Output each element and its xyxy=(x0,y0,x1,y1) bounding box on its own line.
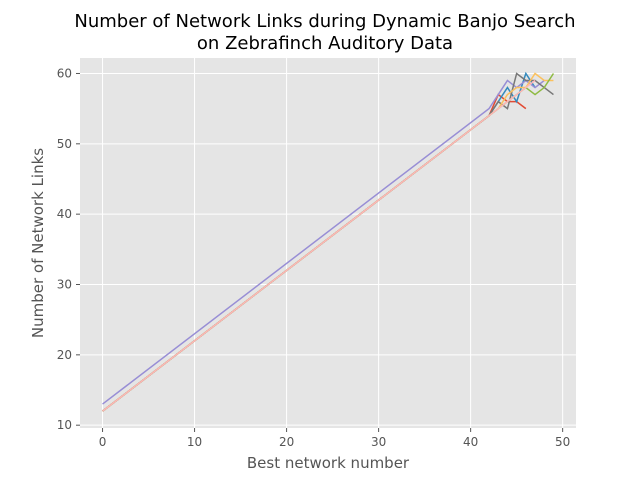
plot-area xyxy=(80,58,576,428)
chart-title-line-1: Number of Network Links during Dynamic B… xyxy=(74,11,575,32)
y-tick-label: 20 xyxy=(57,348,72,362)
y-axis-label: Number of Network Links xyxy=(29,148,47,338)
x-tick-label: 40 xyxy=(463,435,478,449)
grid-lines xyxy=(80,58,576,428)
x-tick-label: 50 xyxy=(555,435,570,449)
series-lines xyxy=(102,71,555,412)
x-tick-label: 30 xyxy=(371,435,386,449)
y-tick-label: 50 xyxy=(57,137,72,151)
series-line-4 xyxy=(102,72,554,412)
series-line-3 xyxy=(102,79,545,405)
y-tick-label: 40 xyxy=(57,207,72,221)
x-axis-label: Best network number xyxy=(247,454,410,472)
y-tick-label: 10 xyxy=(57,418,72,432)
series-line-7 xyxy=(102,79,536,412)
x-tick-label: 20 xyxy=(279,435,294,449)
x-tick-label: 0 xyxy=(99,435,107,449)
y-tick-label: 30 xyxy=(57,278,72,292)
axis-ticks: 0 10 20 30 40 50 10 20 30 40 50 60 xyxy=(57,66,571,449)
y-tick-label: 60 xyxy=(57,66,72,80)
x-tick-label: 10 xyxy=(187,435,202,449)
chart-title-line-2: on Zebrafinch Auditory Data xyxy=(197,33,453,54)
